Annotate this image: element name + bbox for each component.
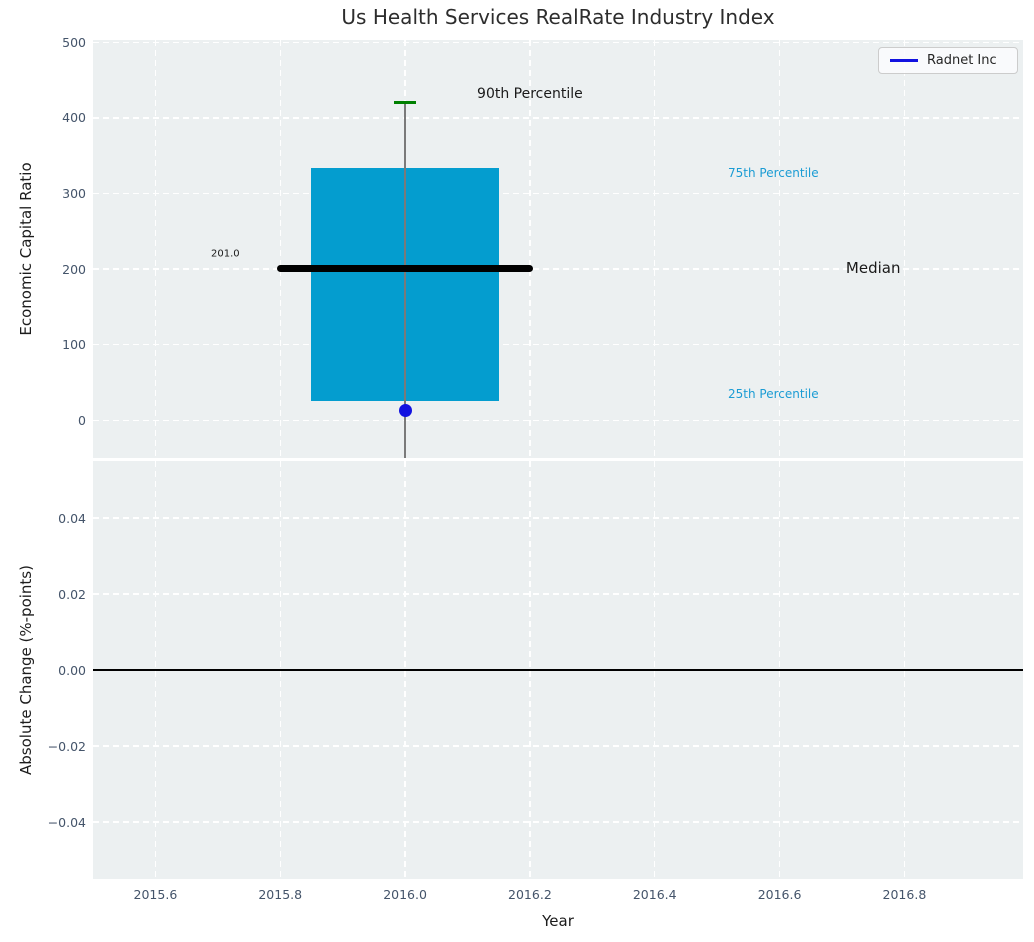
zero-line	[93, 669, 1023, 671]
y-tick-label: 0.04	[58, 510, 86, 526]
annotation: 90th Percentile	[477, 85, 583, 102]
y-tick-label: −0.02	[47, 738, 86, 754]
gridline-vertical	[903, 40, 906, 458]
gridline-vertical	[154, 40, 157, 458]
x-tick-label: 2016.2	[508, 887, 552, 902]
x-tick-label: 2016.0	[383, 887, 427, 902]
gridline-horizontal	[93, 192, 1023, 195]
x-tick-label: 2016.6	[757, 887, 802, 902]
annotation: 25th Percentile	[728, 386, 819, 401]
gridline-horizontal	[93, 593, 1023, 595]
gridline-horizontal	[93, 419, 1023, 421]
gridline-horizontal	[93, 268, 1023, 270]
annotation: 201.0	[210, 248, 240, 260]
y-tick-label: 300	[62, 185, 86, 201]
legend-label: Radnet Inc	[927, 53, 997, 68]
y-tick-label: 100	[62, 337, 86, 353]
x-tick-label: 2015.6	[133, 887, 178, 902]
chart-title: Us Health Services RealRate Industry Ind…	[341, 5, 775, 29]
gridline-horizontal	[93, 117, 1023, 119]
gridline-vertical	[654, 40, 656, 458]
gridline-horizontal	[93, 41, 1023, 43]
y-tick-label: 0	[78, 412, 86, 428]
x-tick-label: 2015.8	[258, 887, 303, 902]
y-tick-label: 0.02	[58, 586, 86, 602]
company-marker-dot	[398, 403, 412, 417]
boxplot-whisker	[404, 102, 406, 458]
gridline-horizontal	[93, 517, 1023, 519]
y-tick-label: 200	[62, 261, 86, 277]
top-axes	[93, 40, 1023, 458]
gridline-horizontal	[93, 745, 1023, 747]
y-tick-label: 0.00	[58, 662, 86, 678]
legend-line-swatch	[890, 59, 918, 62]
y-tick-label: 400	[62, 110, 86, 126]
top-y-axis-label: Economic Capital Ratio	[17, 162, 35, 336]
gridline-vertical	[529, 40, 531, 458]
x-axis-label: Year	[542, 912, 574, 930]
gridline-vertical	[778, 40, 781, 458]
boxplot-90th-cap	[394, 101, 416, 104]
gridline-horizontal	[93, 343, 1023, 346]
y-tick-label: 500	[62, 34, 86, 50]
boxplot-median-line	[277, 264, 534, 272]
gridline-horizontal	[93, 821, 1023, 823]
x-tick-label: 2016.8	[882, 887, 927, 902]
bottom-y-axis-label: Absolute Change (%-points)	[17, 565, 35, 775]
y-tick-label: −0.04	[47, 814, 86, 830]
x-tick-label: 2016.4	[632, 887, 677, 902]
annotation: 75th Percentile	[728, 166, 819, 181]
legend: Radnet Inc	[878, 47, 1018, 74]
gridline-vertical	[279, 40, 281, 458]
annotation: Median	[845, 259, 901, 278]
